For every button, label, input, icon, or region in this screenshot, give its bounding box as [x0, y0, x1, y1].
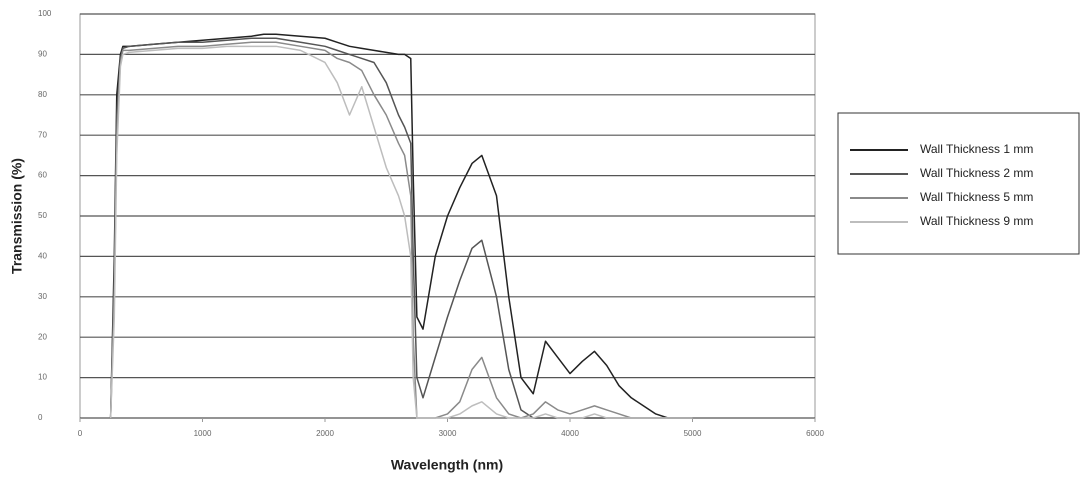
series-line	[109, 37, 693, 419]
legend-label: Wall Thickness 9 mm	[920, 214, 1033, 228]
y-tick-label: 20	[38, 332, 47, 341]
x-tick-label: 3000	[439, 429, 457, 438]
y-tick-label: 30	[38, 292, 47, 301]
y-tick-label: 100	[38, 9, 52, 18]
y-axis-title: Transmission (%)	[9, 158, 25, 274]
legend-label: Wall Thickness 1 mm	[920, 142, 1033, 156]
y-tick-label: 40	[38, 252, 47, 261]
y-tick-label: 10	[38, 373, 47, 382]
y-tick-label: 70	[38, 130, 47, 139]
x-tick-label: 1000	[194, 429, 212, 438]
series-line	[109, 41, 693, 419]
y-tick-label: 90	[38, 50, 47, 59]
y-tick-label: 60	[38, 171, 47, 180]
x-tick-label: 4000	[561, 429, 579, 438]
x-tick-label: 5000	[684, 429, 702, 438]
legend-label: Wall Thickness 5 mm	[920, 190, 1033, 204]
x-tick-label: 0	[78, 429, 83, 438]
y-tick-label: 0	[38, 413, 43, 422]
x-tick-label: 2000	[316, 429, 334, 438]
series-line	[109, 33, 693, 419]
legend-box	[837, 112, 1080, 255]
y-tick-label: 80	[38, 90, 47, 99]
series-line	[109, 45, 693, 419]
x-tick-label: 6000	[806, 429, 824, 438]
y-tick-label: 50	[38, 211, 47, 220]
legend-label: Wall Thickness 2 mm	[920, 166, 1033, 180]
x-axis-title: Wavelength (nm)	[391, 457, 503, 473]
